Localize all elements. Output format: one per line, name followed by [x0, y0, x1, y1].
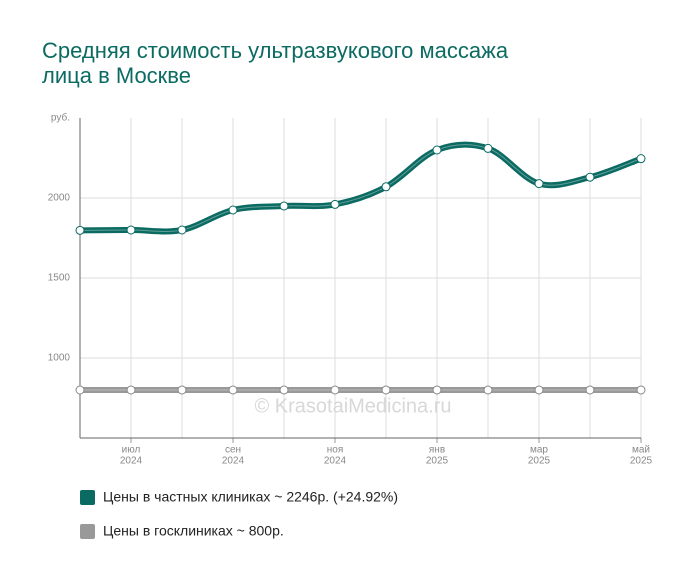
- data-point: [279, 385, 289, 395]
- data-point: [330, 199, 340, 209]
- y-tick-label: 2000: [48, 193, 71, 204]
- x-tick-label: июл: [122, 445, 141, 456]
- y-tick-label: руб.: [51, 112, 70, 124]
- x-tick-label: май: [632, 445, 650, 456]
- x-tick-label: 2024: [324, 456, 347, 467]
- data-point: [228, 205, 238, 215]
- data-point: [126, 385, 136, 395]
- x-tick-label: 2025: [630, 456, 653, 467]
- data-point: [177, 225, 187, 235]
- data-point: [381, 182, 391, 192]
- y-tick-label: 1000: [48, 353, 71, 364]
- data-point: [330, 385, 340, 395]
- data-point: [228, 385, 238, 395]
- data-point: [126, 225, 136, 235]
- x-tick-label: 2025: [528, 456, 551, 467]
- y-tick-label: 1500: [48, 273, 71, 284]
- x-tick-label: янв: [429, 445, 445, 456]
- data-point: [177, 385, 187, 395]
- x-tick-label: сен: [225, 445, 241, 456]
- data-point: [585, 172, 595, 182]
- legend-label: Цены в частных клиниках ~ 2246р. (+24.92…: [103, 489, 398, 505]
- x-tick-label: 2025: [426, 456, 449, 467]
- data-point: [636, 154, 646, 164]
- data-point: [534, 179, 544, 189]
- data-point: [279, 201, 289, 211]
- series-line-stripe: [79, 144, 642, 232]
- chart-title: лица в Москве: [42, 63, 191, 88]
- x-tick-label: мар: [530, 445, 548, 456]
- series-line: [79, 141, 643, 235]
- data-point: [432, 385, 442, 395]
- data-point: [75, 225, 85, 235]
- data-point: [483, 385, 493, 395]
- chart-title: Средняя стоимость ультразвукового массаж…: [42, 38, 509, 63]
- x-tick-label: 2024: [222, 456, 245, 467]
- data-point: [75, 385, 85, 395]
- data-point: [636, 385, 646, 395]
- x-tick-label: 2024: [120, 456, 143, 467]
- legend-swatch: [80, 524, 95, 539]
- data-point: [483, 143, 493, 153]
- legend-label: Цены в госклиниках ~ 800р.: [103, 523, 284, 539]
- watermark: © KrasotaiMedicina.ru: [254, 395, 451, 417]
- data-point: [585, 385, 595, 395]
- data-point: [534, 385, 544, 395]
- data-point: [381, 385, 391, 395]
- legend-swatch: [80, 490, 95, 505]
- x-tick-label: ноя: [327, 445, 344, 456]
- data-point: [432, 145, 442, 155]
